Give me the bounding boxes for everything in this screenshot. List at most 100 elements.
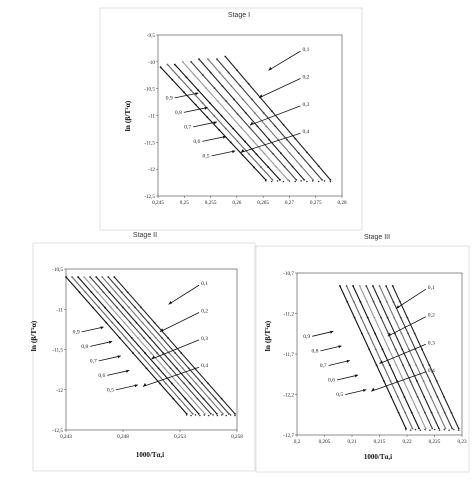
x-tick-label: 0,245 xyxy=(152,200,164,206)
data-point xyxy=(203,414,206,416)
data-point xyxy=(283,165,286,168)
data-point xyxy=(389,380,392,382)
data-point xyxy=(159,66,162,69)
data-point xyxy=(180,352,183,354)
conversion-label: 0,1 xyxy=(302,47,309,53)
data-point xyxy=(443,428,446,431)
label-arrow xyxy=(174,92,199,99)
label-arrow xyxy=(107,370,130,376)
data-point xyxy=(138,352,140,354)
data-point xyxy=(429,395,432,398)
series-line-7 xyxy=(174,64,281,181)
label-arrow xyxy=(115,384,138,391)
data-point xyxy=(241,153,244,156)
data-point xyxy=(411,427,414,430)
label-arrow xyxy=(193,121,217,128)
data-point xyxy=(228,413,230,415)
data-point xyxy=(187,367,190,370)
series-line-9 xyxy=(339,285,407,429)
data-point xyxy=(297,152,300,154)
data-point xyxy=(288,180,291,182)
data-point xyxy=(151,367,154,370)
arrow-head xyxy=(387,332,392,337)
data-point xyxy=(153,321,156,324)
data-point xyxy=(395,364,398,367)
data-point xyxy=(380,332,383,335)
arrow-head xyxy=(222,135,227,139)
data-point xyxy=(156,352,159,354)
x-tick-label: 0,27 xyxy=(285,200,294,206)
data-point xyxy=(374,332,376,335)
data-point xyxy=(247,82,250,85)
data-point xyxy=(113,276,116,278)
data-point xyxy=(239,85,242,87)
chart-title: Stage II xyxy=(133,232,157,239)
data-point xyxy=(220,397,223,400)
data-point xyxy=(208,102,211,104)
data-point xyxy=(242,98,244,101)
conversion-label: 0,7 xyxy=(320,363,327,369)
data-point xyxy=(253,111,256,114)
data-point xyxy=(352,300,355,303)
data-point xyxy=(271,110,273,113)
y-tick-label: -10,5 xyxy=(144,87,155,93)
data-point xyxy=(166,63,169,66)
series-line-3 xyxy=(101,276,224,415)
arrow-head xyxy=(371,387,375,392)
data-point xyxy=(421,364,424,367)
data-point xyxy=(361,332,363,335)
conversion-label: 0,5 xyxy=(107,387,114,393)
series-line-2 xyxy=(107,276,230,415)
data-point xyxy=(401,348,404,351)
data-point xyxy=(189,382,191,385)
data-point xyxy=(429,429,431,431)
data-point xyxy=(394,348,397,351)
data-point xyxy=(201,74,204,76)
data-point xyxy=(430,411,433,414)
arrow-head xyxy=(330,330,334,334)
series-line-4 xyxy=(95,276,218,415)
data-point xyxy=(144,352,147,354)
arrow-head xyxy=(195,92,199,96)
data-point xyxy=(279,179,281,181)
data-point xyxy=(438,429,441,431)
arrow-head xyxy=(142,383,147,387)
data-point xyxy=(163,367,166,370)
label-arrow xyxy=(240,132,301,153)
chart-panel-1: Stage I 0,245 0,25 0,255 0,26 0,265 0,27 0,275 0… xyxy=(99,7,363,231)
data-point xyxy=(260,139,263,142)
data-point xyxy=(267,166,270,168)
data-point xyxy=(286,179,289,181)
arrow-head xyxy=(338,345,342,349)
data-point xyxy=(184,397,187,400)
panel-frame xyxy=(99,7,363,231)
data-point xyxy=(220,114,223,117)
data-point xyxy=(256,125,259,128)
data-point xyxy=(229,414,232,416)
label-arrow xyxy=(142,366,200,387)
conversion-label: 0,4 xyxy=(302,129,309,135)
data-point xyxy=(385,285,387,287)
conversion-label: 0,9 xyxy=(73,329,80,335)
data-point xyxy=(216,414,219,417)
conversion-label: 0,1 xyxy=(201,281,208,287)
data-point xyxy=(230,85,233,87)
data-point xyxy=(71,276,73,278)
data-point xyxy=(84,291,87,294)
x-tick-label: 0,255 xyxy=(205,200,217,206)
data-point xyxy=(225,100,228,103)
label-arrow xyxy=(168,284,200,305)
arrow-head xyxy=(346,359,350,363)
data-point xyxy=(83,276,86,278)
arrow-head xyxy=(160,328,164,332)
data-point xyxy=(224,127,227,130)
data-point xyxy=(117,321,120,324)
data-point xyxy=(194,103,197,106)
y-tick-label: -11 xyxy=(56,307,63,313)
data-point xyxy=(421,348,423,351)
y-axis-label: ln (β/T²α) xyxy=(123,100,132,131)
data-point xyxy=(236,140,239,143)
data-point xyxy=(116,306,118,309)
chart-title: Stage I xyxy=(228,12,250,19)
data-point xyxy=(404,411,407,414)
